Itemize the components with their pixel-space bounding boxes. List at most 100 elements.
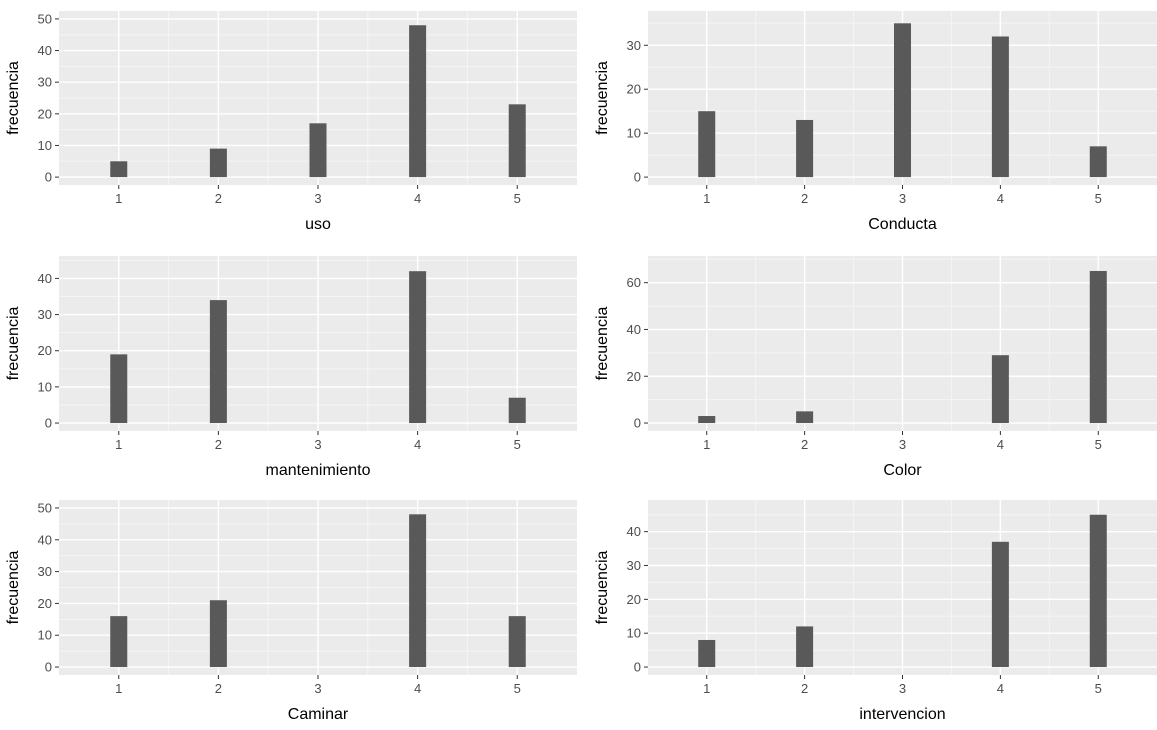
- bar-5: [508, 104, 526, 178]
- bar-2: [209, 300, 227, 424]
- y-tick-label: 40: [627, 524, 641, 539]
- x-tick-label: 5: [514, 681, 521, 696]
- y-axis-title: frecuencia: [594, 61, 611, 135]
- y-tick-label: 0: [634, 170, 641, 185]
- y-axis-title: frecuencia: [5, 550, 22, 624]
- bar-1: [698, 639, 716, 668]
- x-axis-title: Color: [883, 462, 922, 479]
- x-axis-title: Caminar: [288, 706, 349, 723]
- y-tick-label: 20: [627, 369, 641, 384]
- y-tick-label: 0: [45, 416, 52, 431]
- x-tick-label: 1: [703, 437, 710, 452]
- bar-5: [508, 397, 526, 424]
- y-axis-title: frecuencia: [5, 306, 22, 380]
- y-tick-label: 0: [45, 170, 52, 185]
- bar-3: [309, 123, 327, 178]
- y-axis-title: frecuencia: [594, 306, 611, 380]
- y-tick-label: 60: [627, 275, 641, 290]
- bar-1: [698, 416, 716, 424]
- y-tick-label: 20: [38, 106, 52, 121]
- x-tick-label: 4: [997, 437, 1004, 452]
- chart-panel-4: 0 20 40 60 1 2 3 4 5 Color frecuencia: [594, 256, 1157, 479]
- bar-2: [209, 148, 227, 178]
- y-tick-label: 30: [627, 558, 641, 573]
- x-tick-label: 3: [314, 437, 321, 452]
- x-tick-label: 5: [514, 191, 521, 206]
- x-tick-label: 3: [314, 191, 321, 206]
- y-tick-label: 20: [627, 592, 641, 607]
- bar-2: [209, 600, 227, 668]
- bar-4: [991, 36, 1009, 178]
- bar-4: [409, 25, 427, 178]
- x-tick-label: 1: [115, 191, 122, 206]
- y-tick-label: 10: [38, 628, 52, 643]
- x-tick-label: 3: [899, 191, 906, 206]
- y-tick-label: 10: [627, 626, 641, 641]
- x-tick-label: 2: [801, 437, 808, 452]
- bar-4: [991, 355, 1009, 424]
- y-tick-label: 0: [634, 416, 641, 431]
- y-tick-label: 40: [627, 322, 641, 337]
- bar-1: [110, 354, 128, 424]
- chart-panel-1: 0 10 20 30 40 50 1 2 3 4 5 uso frecuencia: [5, 11, 577, 233]
- y-tick-label: 10: [38, 138, 52, 153]
- y-tick-label: 50: [38, 500, 52, 515]
- chart-panel-5: 0 10 20 30 40 50 1 2 3 4 5 Caminar frecuencia: [5, 500, 577, 723]
- bar-5: [1089, 514, 1107, 668]
- y-tick-label: 30: [38, 564, 52, 579]
- bar-2: [796, 626, 814, 668]
- bar-4: [409, 514, 427, 668]
- x-tick-label: 5: [1095, 191, 1102, 206]
- y-tick-label: 30: [38, 75, 52, 90]
- chart-panel-2: 0 10 20 30 1 2 3 4 5 Conducta frecuencia: [594, 11, 1157, 233]
- x-tick-label: 5: [514, 437, 521, 452]
- x-tick-label: 4: [414, 681, 421, 696]
- bar-2: [796, 119, 814, 178]
- y-tick-label: 40: [38, 532, 52, 547]
- x-axis-title: intervencion: [859, 706, 945, 723]
- y-tick-label: 0: [45, 660, 52, 675]
- chart-panel-3: 0 10 20 30 40 1 2 3 4 5 mantenimiento frecuencia: [5, 256, 577, 479]
- x-tick-label: 4: [414, 437, 421, 452]
- bar-3: [894, 23, 911, 178]
- x-axis-title: mantenimiento: [266, 462, 371, 479]
- x-tick-label: 3: [899, 437, 906, 452]
- x-tick-label: 2: [801, 191, 808, 206]
- y-tick-label: 30: [627, 38, 641, 53]
- x-tick-label: 1: [115, 681, 122, 696]
- x-tick-label: 1: [703, 681, 710, 696]
- x-tick-label: 4: [997, 191, 1004, 206]
- x-axis-title: Conducta: [868, 216, 937, 233]
- y-tick-label: 10: [38, 379, 52, 394]
- y-tick-label: 10: [627, 126, 641, 141]
- y-tick-label: 40: [38, 43, 52, 58]
- y-tick-label: 0: [634, 660, 641, 675]
- bar-4: [409, 271, 427, 424]
- x-tick-label: 2: [215, 437, 222, 452]
- y-tick-label: 20: [627, 82, 641, 97]
- x-axis-title: uso: [305, 216, 331, 233]
- chart-panel-6: 0 10 20 30 40 1 2 3 4 5 intervencion frecuencia: [594, 500, 1157, 723]
- bar-5: [1089, 146, 1107, 178]
- x-tick-label: 2: [215, 191, 222, 206]
- bar-1: [110, 161, 128, 178]
- bar-1: [698, 111, 716, 178]
- y-tick-label: 20: [38, 596, 52, 611]
- bar-1: [110, 616, 128, 668]
- bar-4: [991, 541, 1009, 668]
- x-tick-label: 4: [997, 681, 1004, 696]
- x-tick-label: 5: [1095, 437, 1102, 452]
- y-tick-label: 30: [38, 307, 52, 322]
- y-axis-title: frecuencia: [5, 61, 22, 135]
- y-axis-title: frecuencia: [594, 550, 611, 624]
- x-tick-label: 3: [314, 681, 321, 696]
- y-tick-label: 50: [38, 11, 52, 26]
- x-tick-label: 4: [414, 191, 421, 206]
- y-tick-label: 40: [38, 271, 52, 286]
- bar-2: [796, 411, 814, 424]
- y-tick-label: 20: [38, 343, 52, 358]
- x-tick-label: 2: [801, 681, 808, 696]
- x-tick-label: 5: [1095, 681, 1102, 696]
- x-tick-label: 2: [215, 681, 222, 696]
